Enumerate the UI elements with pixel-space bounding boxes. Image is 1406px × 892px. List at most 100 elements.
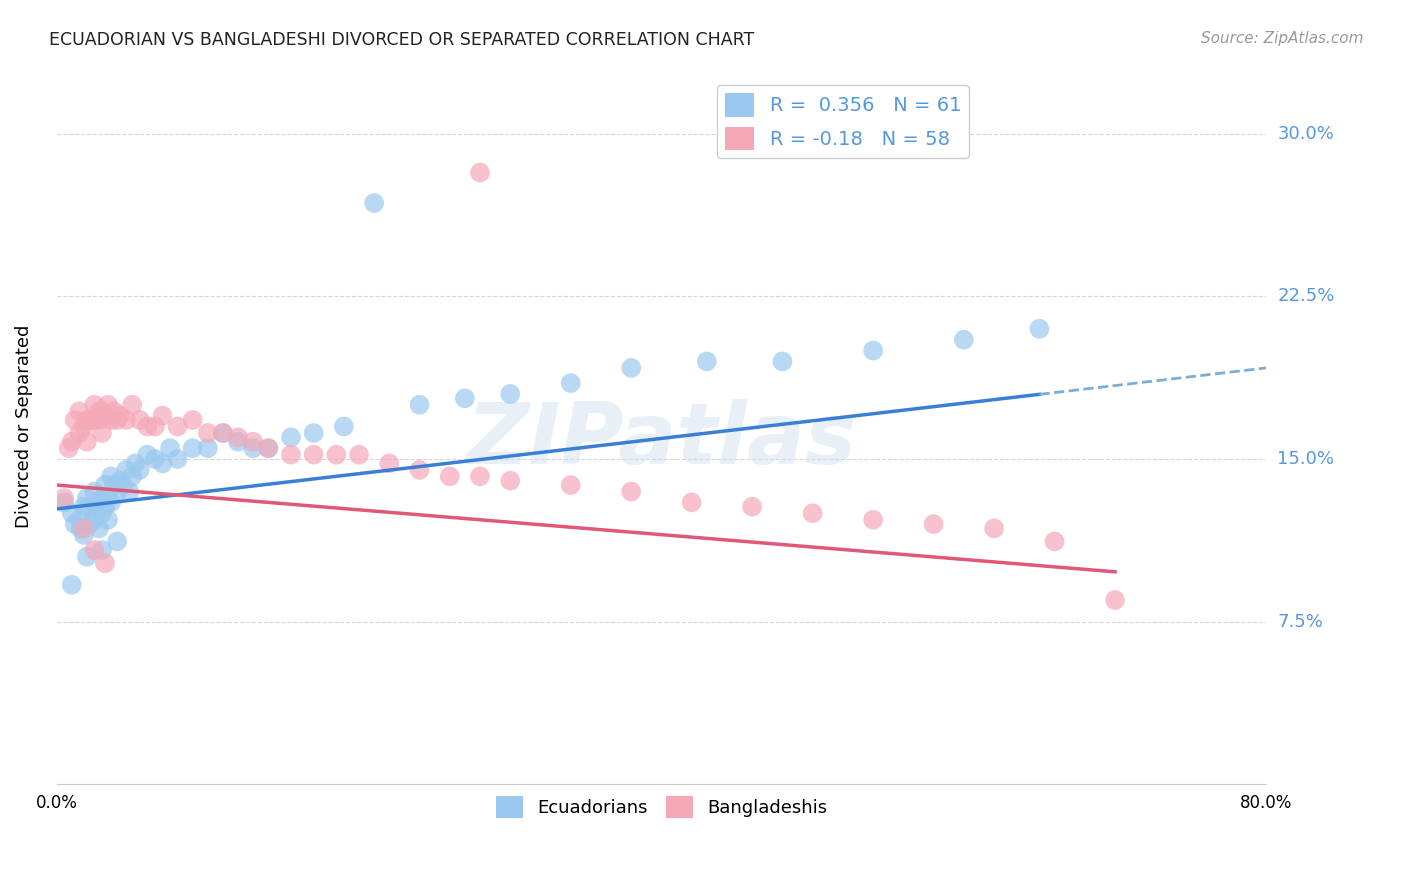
Point xyxy=(439,469,461,483)
Point xyxy=(79,413,101,427)
Point xyxy=(87,495,110,509)
Point xyxy=(83,543,105,558)
Point xyxy=(94,409,117,423)
Point xyxy=(226,434,249,449)
Text: ZIPatlas: ZIPatlas xyxy=(467,400,856,483)
Point xyxy=(152,456,174,470)
Point xyxy=(143,452,166,467)
Point xyxy=(53,495,76,509)
Point xyxy=(862,343,884,358)
Point xyxy=(91,543,114,558)
Point xyxy=(499,387,522,401)
Point xyxy=(242,441,264,455)
Point xyxy=(83,398,105,412)
Point xyxy=(97,398,120,412)
Point xyxy=(1043,534,1066,549)
Point xyxy=(121,469,143,483)
Point xyxy=(347,448,370,462)
Point xyxy=(136,419,159,434)
Point xyxy=(53,491,76,505)
Point xyxy=(60,578,83,592)
Point xyxy=(118,484,141,499)
Point xyxy=(94,500,117,514)
Point xyxy=(454,391,477,405)
Point xyxy=(378,456,401,470)
Point xyxy=(79,517,101,532)
Point xyxy=(302,425,325,440)
Point xyxy=(83,513,105,527)
Point xyxy=(105,484,128,499)
Point xyxy=(63,413,86,427)
Point xyxy=(212,425,235,440)
Point xyxy=(560,478,582,492)
Point xyxy=(97,491,120,505)
Point xyxy=(620,360,643,375)
Point xyxy=(76,491,98,505)
Point xyxy=(681,495,703,509)
Text: 30.0%: 30.0% xyxy=(1278,125,1334,143)
Point xyxy=(242,434,264,449)
Point xyxy=(121,398,143,412)
Point xyxy=(69,521,91,535)
Point xyxy=(79,500,101,514)
Point xyxy=(87,413,110,427)
Point xyxy=(103,404,125,418)
Point xyxy=(128,413,150,427)
Text: 22.5%: 22.5% xyxy=(1278,287,1334,305)
Point xyxy=(499,474,522,488)
Point xyxy=(76,413,98,427)
Point xyxy=(124,456,146,470)
Text: 7.5%: 7.5% xyxy=(1278,613,1323,631)
Point xyxy=(1028,322,1050,336)
Point xyxy=(60,506,83,520)
Point xyxy=(143,419,166,434)
Point xyxy=(257,441,280,455)
Point xyxy=(280,448,302,462)
Point xyxy=(76,549,98,564)
Point xyxy=(468,166,491,180)
Point xyxy=(620,484,643,499)
Point xyxy=(76,434,98,449)
Point xyxy=(333,419,356,434)
Point xyxy=(212,425,235,440)
Point xyxy=(136,448,159,462)
Point xyxy=(280,430,302,444)
Point xyxy=(166,452,188,467)
Point xyxy=(83,484,105,499)
Point xyxy=(363,196,385,211)
Point xyxy=(87,521,110,535)
Point xyxy=(83,413,105,427)
Point xyxy=(983,521,1005,535)
Point xyxy=(696,354,718,368)
Point xyxy=(97,513,120,527)
Point xyxy=(91,506,114,520)
Point xyxy=(953,333,976,347)
Point xyxy=(67,404,90,418)
Point xyxy=(115,413,138,427)
Point xyxy=(58,441,80,455)
Point xyxy=(112,478,135,492)
Point xyxy=(115,463,138,477)
Point xyxy=(325,448,347,462)
Point xyxy=(67,513,90,527)
Point xyxy=(181,413,204,427)
Point xyxy=(73,419,96,434)
Point xyxy=(108,409,131,423)
Point xyxy=(91,404,114,418)
Y-axis label: Divorced or Separated: Divorced or Separated xyxy=(15,325,32,528)
Point xyxy=(741,500,763,514)
Point xyxy=(100,413,122,427)
Point xyxy=(105,534,128,549)
Point xyxy=(87,404,110,418)
Point xyxy=(181,441,204,455)
Point xyxy=(63,517,86,532)
Legend: Ecuadorians, Bangladeshis: Ecuadorians, Bangladeshis xyxy=(488,789,835,825)
Point xyxy=(159,441,181,455)
Point xyxy=(197,425,219,440)
Point xyxy=(166,419,188,434)
Text: Source: ZipAtlas.com: Source: ZipAtlas.com xyxy=(1201,31,1364,46)
Point xyxy=(100,495,122,509)
Point xyxy=(1104,593,1126,607)
Point xyxy=(128,463,150,477)
Point xyxy=(108,474,131,488)
